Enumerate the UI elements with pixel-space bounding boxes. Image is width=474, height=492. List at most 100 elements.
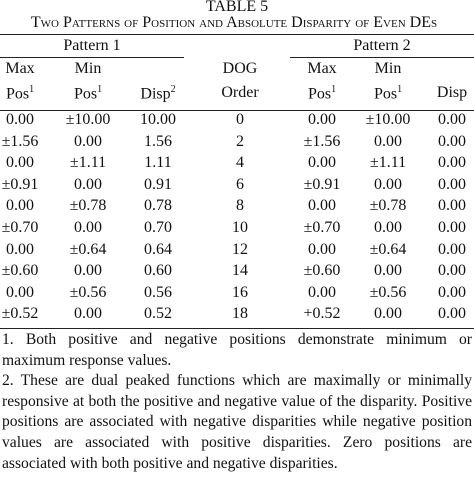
cell: 0.70 — [144, 219, 172, 236]
cell: 0.00 — [6, 111, 34, 128]
rule — [290, 57, 474, 58]
cell: 1.56 — [144, 132, 172, 150]
table-subtitle: Two Patterns of Position and Absolute Di… — [30, 14, 438, 31]
footnote-marker: 1 — [29, 84, 35, 95]
cell: 2 — [236, 132, 244, 150]
column-header: Order — [221, 84, 259, 101]
footnote-marker: 1 — [331, 84, 337, 95]
cell: 0.78 — [144, 197, 172, 215]
cell: 10 — [232, 219, 248, 236]
cell: ±1.11 — [369, 154, 407, 172]
column-header: Disp — [436, 84, 468, 101]
cell: ±0.52 — [1, 305, 39, 323]
cell: ±0.70 — [303, 219, 341, 236]
column-header: Pos1 — [373, 84, 403, 103]
cell: 0.00 — [6, 154, 34, 172]
cell: 0.00 — [74, 132, 102, 150]
column-header: Min — [374, 60, 402, 77]
cell: 0.00 — [438, 240, 466, 258]
cell: ±0.56 — [369, 283, 407, 301]
footnote-marker: 1 — [397, 84, 403, 95]
cell: 0.00 — [74, 219, 102, 236]
cell: 0.00 — [308, 240, 336, 258]
cell: 0.00 — [438, 219, 466, 236]
cell: 0.00 — [438, 283, 466, 301]
rule — [0, 328, 474, 329]
rule — [0, 110, 474, 111]
cell: ±1.56 — [303, 132, 341, 150]
footnote: 2. These are dual peaked functions which… — [2, 372, 472, 472]
cell: 6 — [236, 175, 244, 193]
cell: 0.00 — [374, 219, 402, 236]
rule — [0, 34, 474, 35]
column-header: Min — [74, 60, 102, 77]
cell: 0.00 — [438, 305, 466, 323]
rule — [0, 57, 184, 58]
cell: 18 — [232, 305, 248, 323]
cell: 12 — [232, 240, 248, 258]
cell: 0.00 — [6, 240, 34, 258]
cell: 0.00 — [438, 262, 466, 280]
group-header: Pattern 1 — [63, 37, 121, 54]
cell: ±0.78 — [69, 197, 107, 215]
cell: 0.60 — [144, 262, 172, 280]
cell: 0.00 — [74, 262, 102, 280]
column-header: Disp2 — [140, 84, 176, 103]
cell: ±0.70 — [1, 219, 39, 236]
cell: 0.64 — [144, 240, 172, 258]
footnote-marker: 1 — [97, 84, 103, 95]
column-header: DOG — [222, 60, 258, 77]
cell: 0.00 — [438, 175, 466, 193]
cell: 0.00 — [438, 197, 466, 215]
cell: 0.00 — [374, 175, 402, 193]
cell: 0.00 — [6, 197, 34, 215]
cell: ±0.56 — [69, 283, 107, 301]
cell: 0.00 — [438, 111, 466, 128]
column-header: Pos1 — [73, 84, 103, 103]
cell: ±1.56 — [1, 132, 39, 150]
cell: ±0.78 — [369, 197, 407, 215]
cell: 0.00 — [6, 283, 34, 301]
footnote: 1. Both positive and negative positions … — [2, 331, 472, 369]
cell: 0.00 — [374, 262, 402, 280]
cell: 0.00 — [438, 154, 466, 172]
cell: ±10.00 — [65, 111, 111, 128]
cell: 0.00 — [308, 154, 336, 172]
footnote-marker: 2 — [170, 84, 176, 95]
cell: +0.52 — [303, 305, 341, 323]
cell: 10.00 — [140, 111, 176, 128]
cell: ±0.91 — [1, 175, 39, 193]
cell: 0.56 — [144, 283, 172, 301]
cell: ±1.11 — [69, 154, 107, 172]
cell: 0.00 — [74, 305, 102, 323]
cell: 4 — [236, 154, 244, 172]
column-header: Pos1 — [307, 84, 337, 103]
column-header: Max — [5, 60, 35, 77]
cell: 0.91 — [144, 175, 172, 193]
cell: 8 — [236, 197, 244, 215]
notes: 1. Both positive and negative positions … — [2, 330, 472, 474]
cell: 16 — [232, 283, 248, 301]
cell: 0.00 — [74, 175, 102, 193]
group-header: Pattern 2 — [353, 37, 411, 54]
cell: ±0.64 — [369, 240, 407, 258]
cell: 14 — [232, 262, 248, 280]
cell: ±0.91 — [303, 175, 341, 193]
cell: ±10.00 — [365, 111, 411, 128]
cell: 0.00 — [308, 111, 336, 128]
column-header: Pos1 — [5, 84, 35, 103]
cell: ±0.60 — [1, 262, 39, 280]
table-title: TABLE 5 — [205, 0, 269, 15]
cell: 0.00 — [438, 132, 466, 150]
cell: 0.52 — [144, 305, 172, 323]
cell: 1.11 — [144, 154, 172, 172]
cell: 0.00 — [308, 283, 336, 301]
cell: ±0.64 — [69, 240, 107, 258]
cell: 0.00 — [308, 197, 336, 215]
cell: 0.00 — [374, 305, 402, 323]
cell: 0 — [236, 111, 244, 128]
column-header: Max — [307, 60, 337, 77]
cell: 0.00 — [374, 132, 402, 150]
cell: ±0.60 — [303, 262, 341, 280]
